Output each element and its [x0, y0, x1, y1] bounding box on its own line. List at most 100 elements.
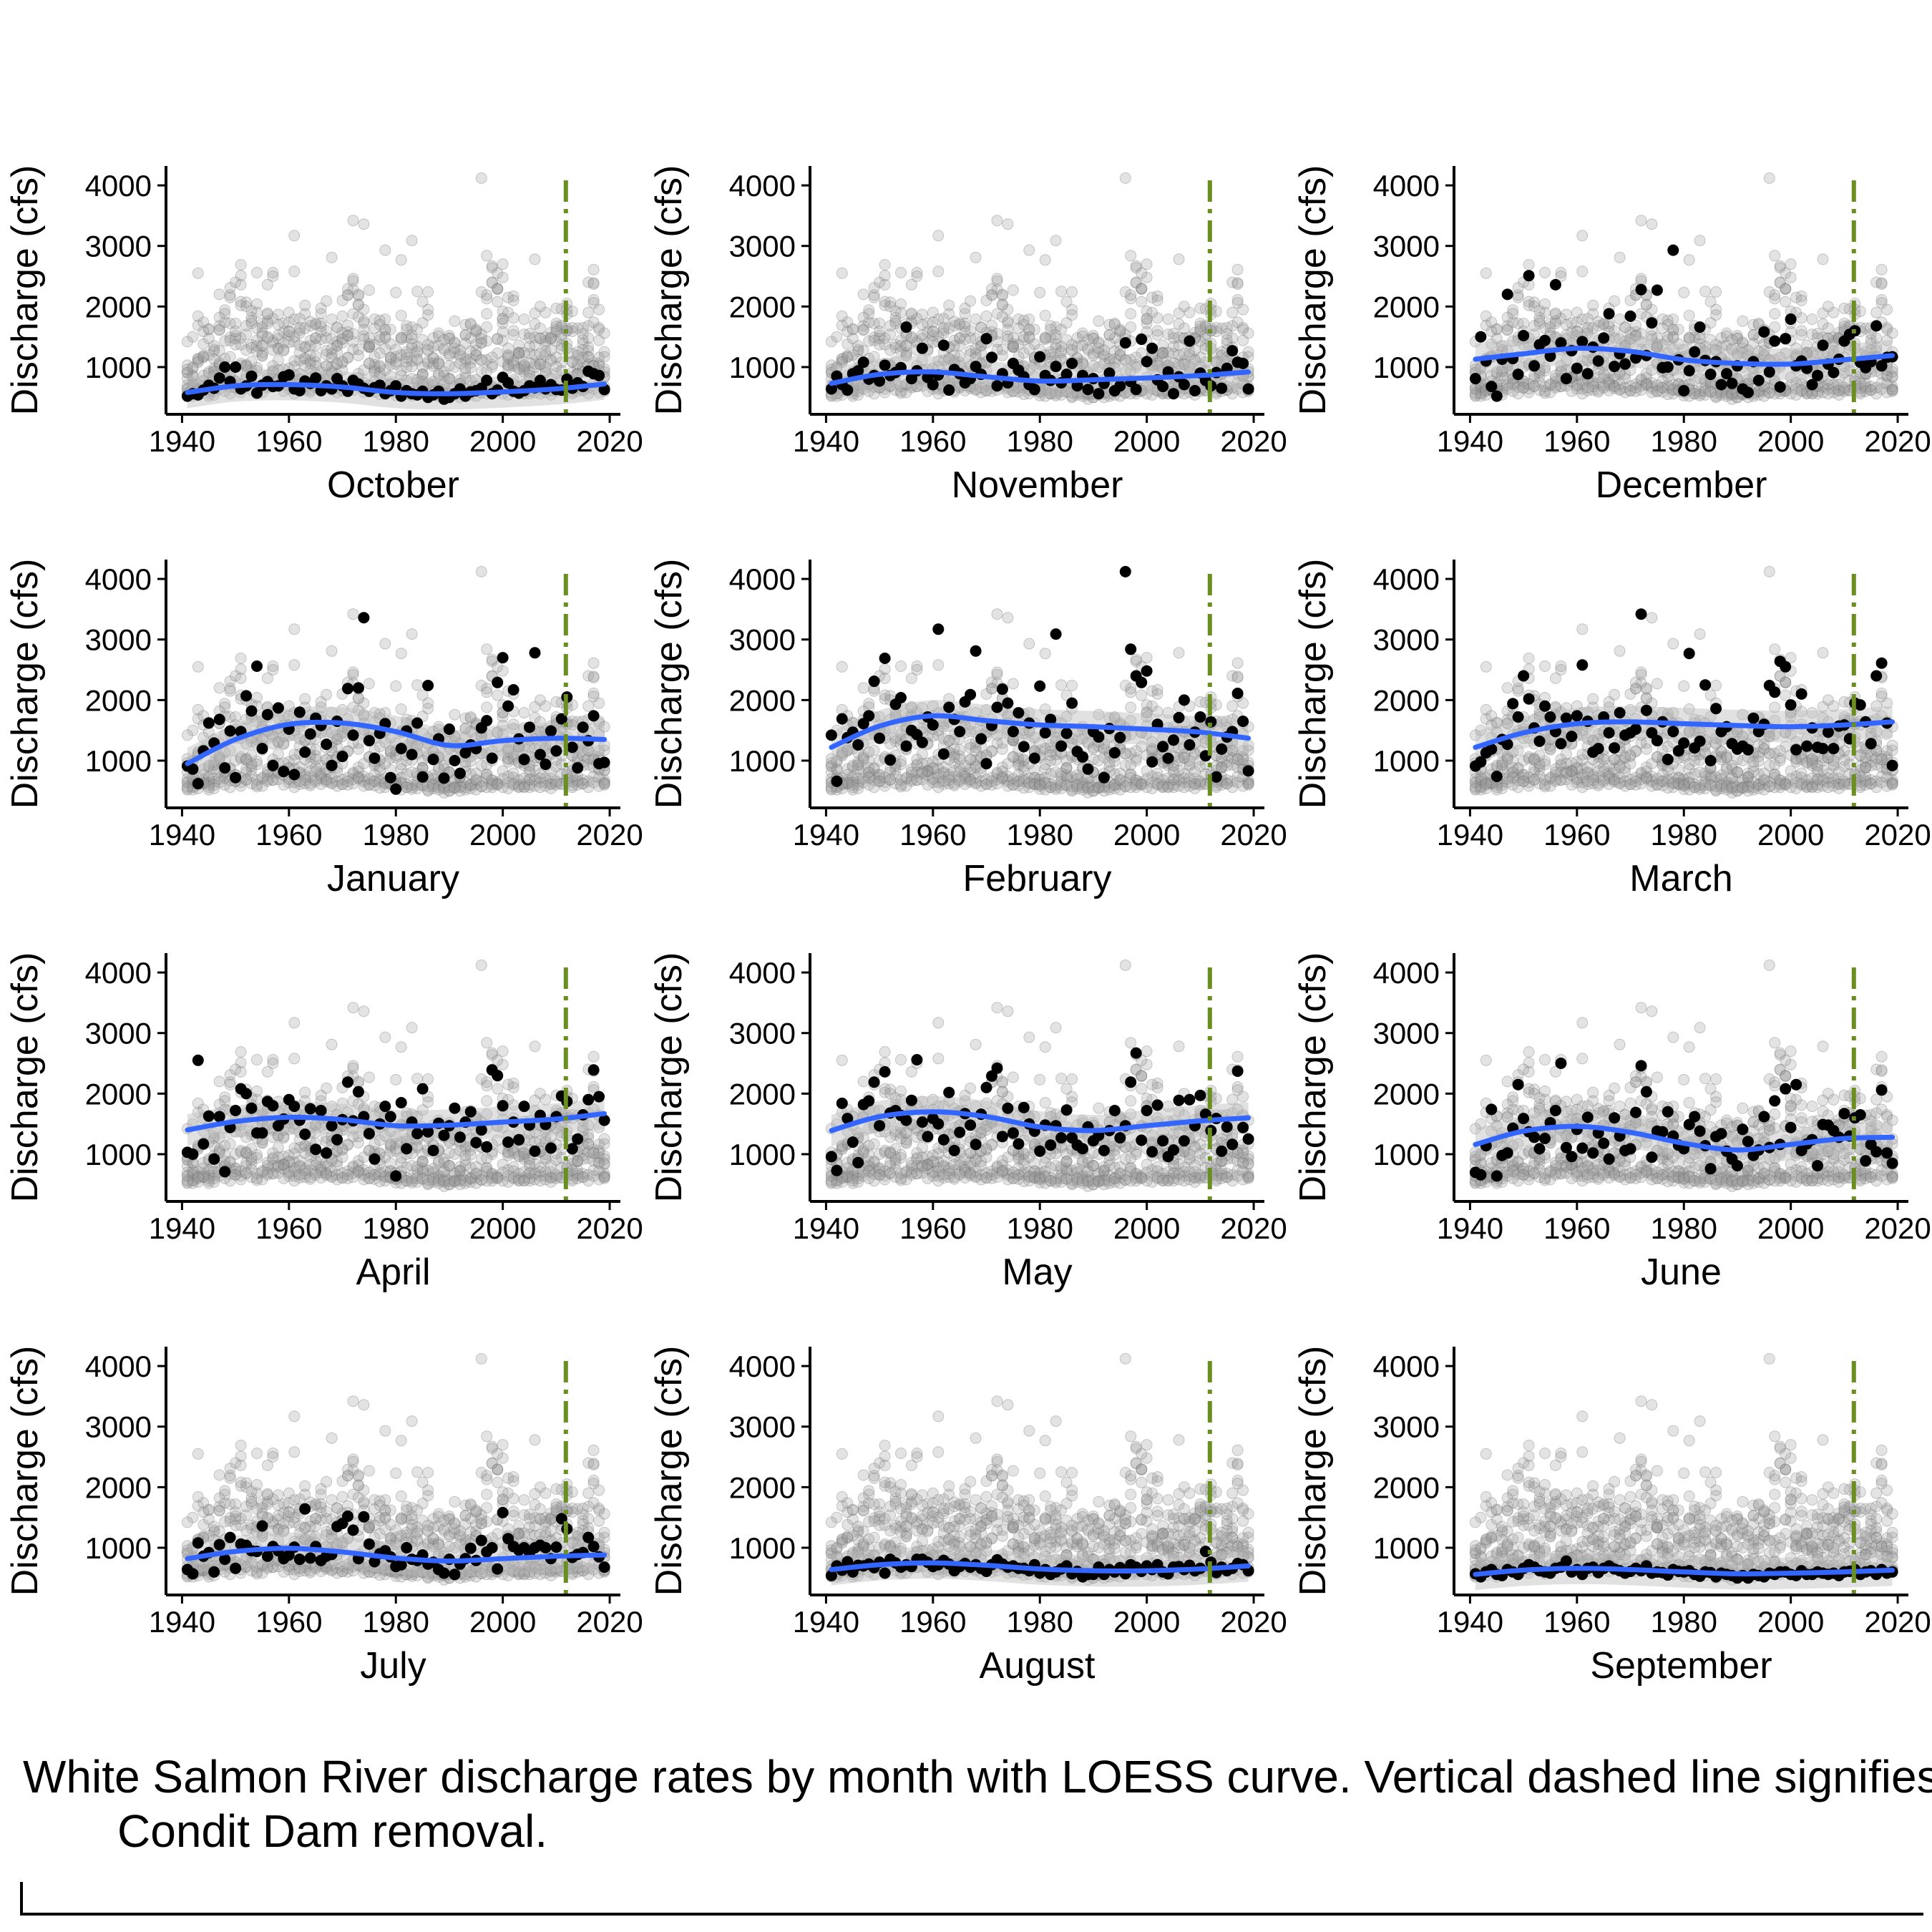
panel-november-x-tick-label-1980: 1980: [1007, 424, 1073, 458]
point-december-1956: [1549, 278, 1561, 291]
point-january-1973: [352, 682, 364, 694]
point-february-1951: [1523, 259, 1535, 270]
point-july-1982: [1045, 755, 1057, 766]
point-december-1980: [1678, 385, 1690, 396]
point-april-2016: [582, 306, 595, 318]
point-june-1977: [1018, 318, 1030, 331]
panel-december-x-tick-label-1940: 1940: [1437, 424, 1503, 458]
point-december-1983: [406, 321, 418, 333]
point-december-1967: [1609, 361, 1621, 373]
point-february-1989: [438, 369, 450, 381]
point-july-2015: [1221, 759, 1233, 771]
point-may-1956: [1549, 307, 1561, 319]
point-may-2008: [1184, 306, 1196, 318]
point-february-1996: [1119, 565, 1131, 577]
point-may-1963: [1587, 299, 1599, 311]
panel-february-y-tick-label-2000: 2000: [729, 683, 796, 717]
point-february-1984: [411, 346, 424, 358]
point-june-1957: [267, 270, 279, 282]
point-february-2001: [502, 362, 514, 374]
point-may-1963: [943, 299, 955, 311]
point-february-1997: [1125, 643, 1137, 655]
point-january-2017: [587, 710, 600, 722]
point-april-1999: [492, 283, 504, 294]
point-june-2017: [587, 691, 600, 703]
point-february-1986: [422, 303, 434, 316]
point-december-2001: [502, 360, 514, 372]
point-july-1963: [1587, 322, 1599, 334]
point-july-1982: [401, 361, 413, 373]
point-june-1956: [1549, 318, 1561, 329]
point-february-1997: [1125, 250, 1137, 262]
point-july-1949: [868, 744, 880, 756]
point-june-1964: [948, 340, 960, 352]
point-january-2019: [598, 756, 610, 769]
panel-december-x-tick-label-2020: 2020: [1864, 424, 1931, 458]
point-february-1974: [358, 303, 370, 316]
point-october-1960: [283, 369, 295, 381]
panel-january-x-tick-label-2000: 2000: [469, 818, 536, 852]
point-february-1961: [288, 623, 301, 635]
point-december-2009: [545, 353, 557, 365]
point-june-1949: [224, 291, 236, 303]
point-may-2007: [1178, 348, 1190, 360]
point-february-1988: [1077, 751, 1088, 763]
point-june-1948: [219, 335, 231, 347]
point-june-1944: [197, 316, 210, 328]
point-january-1988: [433, 339, 444, 351]
panel-january-y-tick-label-2000: 2000: [85, 683, 152, 717]
point-january-2006: [529, 253, 541, 265]
point-january-2017: [587, 316, 600, 328]
panel-october-y-tick-label-4000: 4000: [85, 169, 152, 203]
point-june-1991: [1093, 336, 1105, 348]
point-june-1952: [884, 738, 897, 750]
point-april-2016: [582, 700, 595, 712]
point-june-2001: [1790, 291, 1802, 303]
point-february-1954: [895, 692, 907, 703]
point-november-1990: [443, 373, 455, 385]
point-december-2000: [497, 313, 509, 326]
point-november-1971: [342, 351, 353, 364]
point-november-2018: [593, 357, 605, 369]
point-july-1954: [251, 758, 263, 771]
point-january-2006: [1173, 647, 1185, 659]
point-june-1995: [1114, 323, 1126, 336]
point-december-1945: [1491, 390, 1503, 402]
point-july-1955: [900, 339, 912, 351]
point-june-1960: [927, 730, 939, 742]
point-january-1949: [224, 331, 236, 343]
point-january-1980: [390, 783, 402, 795]
point-may-2010: [550, 302, 562, 314]
point-january-1945: [203, 717, 215, 729]
point-january-2008: [540, 365, 552, 377]
panel-january-x-tick-label-1960: 1960: [255, 818, 322, 852]
point-june-2001: [1146, 685, 1158, 697]
point-february-2005: [1168, 734, 1179, 746]
point-february-2018: [1237, 716, 1249, 727]
point-february-1997: [481, 250, 493, 262]
point-july-1998: [486, 361, 498, 373]
point-may-2007: [534, 348, 546, 360]
point-july-1974: [1002, 330, 1014, 342]
point-june-1956: [261, 318, 273, 329]
point-june-1952: [884, 344, 897, 356]
point-january-1953: [245, 311, 258, 323]
point-november-1962: [937, 339, 950, 351]
point-may-1948: [219, 308, 231, 320]
point-december-1977: [374, 361, 386, 373]
point-may-2018: [593, 334, 605, 346]
point-january-1942: [187, 369, 199, 381]
point-april-1981: [395, 310, 407, 321]
point-may-2017: [1875, 278, 1888, 290]
point-february-1946: [208, 346, 220, 357]
point-november-2004: [518, 366, 530, 378]
point-february-1980: [390, 680, 402, 692]
point-june-1965: [310, 743, 322, 756]
point-december-1992: [1742, 386, 1754, 399]
point-january-1976: [369, 358, 381, 371]
point-may-1985: [1060, 317, 1073, 329]
point-june-2013: [1210, 322, 1222, 333]
point-march-1972: [991, 215, 1003, 227]
